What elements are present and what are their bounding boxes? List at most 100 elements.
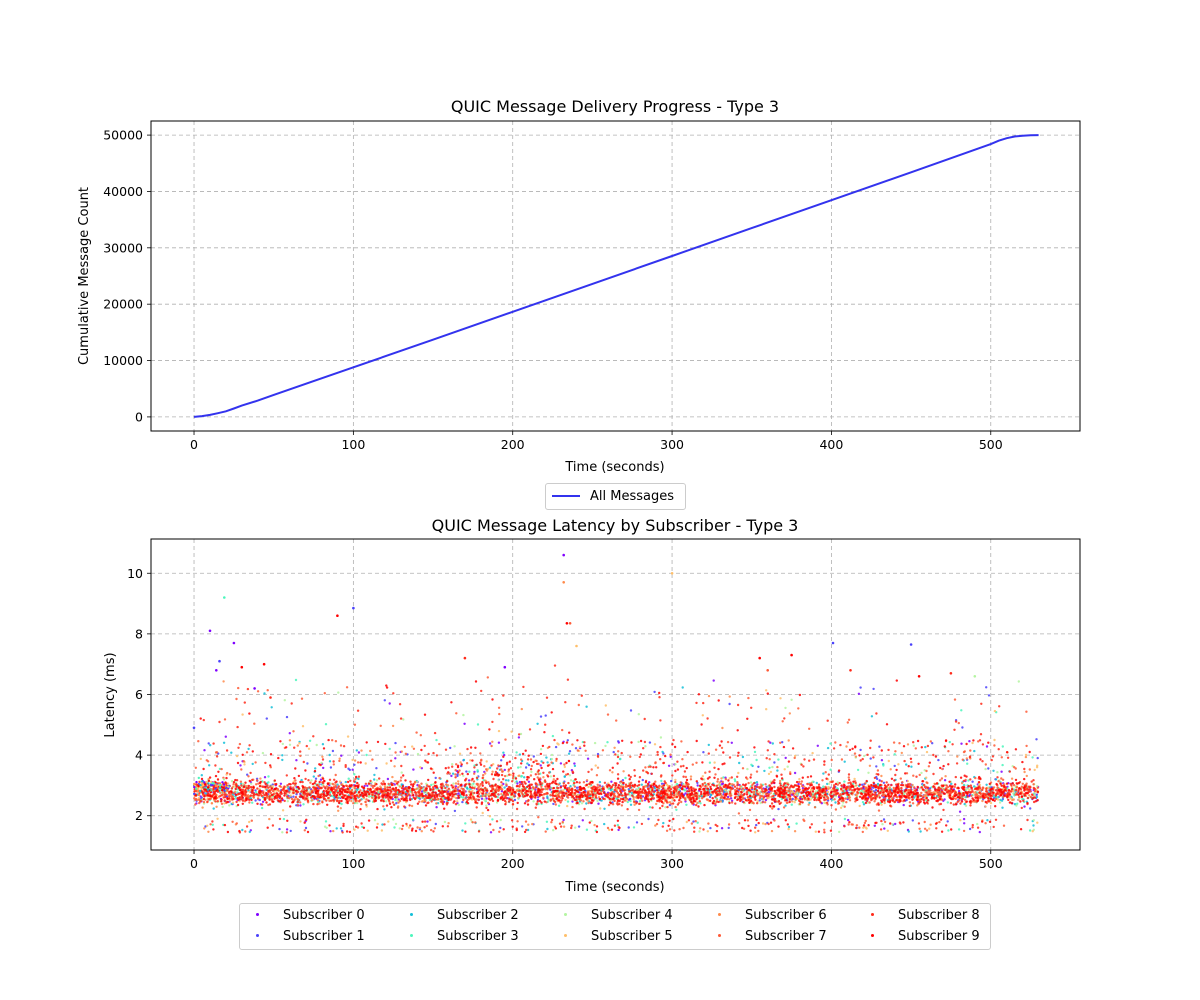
data-point: [836, 787, 839, 790]
data-point: [770, 802, 774, 805]
data-point: [1036, 786, 1040, 789]
data-point: [787, 739, 790, 742]
data-point: [520, 775, 523, 778]
data-point: [365, 803, 368, 806]
data-point: [249, 771, 252, 775]
data-point: [962, 750, 966, 754]
data-point: [808, 801, 811, 805]
data-point: [248, 801, 251, 804]
data-point: [212, 742, 215, 745]
data-point: [653, 743, 657, 746]
data-point: [481, 794, 484, 798]
data-point: [364, 762, 367, 765]
data-point: [943, 779, 947, 782]
data-point: [305, 744, 308, 748]
data-point: [597, 802, 600, 805]
data-point: [984, 822, 987, 825]
data-point: [834, 741, 837, 744]
data-point: [1033, 790, 1037, 793]
data-point: [861, 757, 864, 761]
data-point: [265, 796, 268, 799]
data-point: [883, 827, 886, 830]
data-point: [505, 783, 508, 786]
data-point: [878, 779, 881, 782]
data-point: [434, 776, 437, 780]
data-point: [701, 775, 704, 778]
data-point: [582, 800, 585, 803]
data-point: [758, 797, 762, 800]
data-point: [453, 745, 456, 748]
data-point: [981, 786, 985, 789]
data-point: [231, 820, 234, 823]
data-point: [355, 749, 358, 752]
data-point: [721, 780, 724, 783]
data-point: [999, 798, 1002, 802]
data-point: [539, 764, 542, 767]
data-point: [285, 715, 289, 719]
data-point: [991, 755, 995, 758]
data-point: [698, 797, 701, 800]
data-point: [518, 753, 522, 756]
data-point: [278, 827, 281, 831]
data-point: [747, 696, 750, 700]
data-point: [456, 800, 459, 803]
data-point: [336, 799, 339, 803]
data-point: [469, 818, 473, 821]
data-point: [730, 741, 733, 744]
data-point: [298, 742, 301, 745]
data-point: [550, 757, 554, 761]
data-point: [1001, 763, 1004, 767]
data-point: [336, 805, 340, 808]
data-point: [962, 829, 966, 833]
data-point: [749, 781, 753, 784]
data-point: [1000, 777, 1003, 780]
data-point: [411, 745, 414, 748]
data-point: [648, 741, 652, 744]
data-point: [514, 756, 517, 760]
data-point: [250, 782, 253, 785]
data-point: [1028, 829, 1032, 832]
data-point: [960, 782, 964, 785]
data-point: [572, 780, 575, 783]
data-point: [480, 689, 483, 693]
data-point: [400, 771, 403, 774]
data-point: [582, 781, 586, 784]
data-point: [259, 777, 262, 780]
data-point: [693, 826, 696, 829]
data-point: [730, 801, 734, 804]
data-point: [226, 771, 229, 775]
data-point: [981, 788, 984, 791]
data-point: [793, 754, 797, 758]
data-point: [435, 738, 438, 742]
data-point: [573, 762, 576, 765]
data-point: [325, 826, 328, 829]
data-point: [829, 768, 832, 771]
data-point: [420, 830, 423, 833]
data-point: [695, 761, 698, 764]
data-point: [364, 800, 367, 804]
data-point: [599, 807, 602, 810]
data-point: [911, 819, 914, 822]
data-point: [487, 801, 490, 805]
data-point: [807, 803, 810, 806]
data-point: [920, 771, 923, 775]
data-point: [843, 760, 846, 763]
data-point: [787, 789, 791, 793]
data-point: [900, 751, 903, 755]
data-point: [511, 780, 514, 783]
data-point: [1025, 744, 1028, 748]
data-point: [507, 779, 510, 782]
data-point: [412, 747, 416, 750]
data-point: [641, 778, 644, 782]
data-point: [685, 820, 688, 824]
data-point: [568, 786, 571, 790]
data-point: [611, 771, 614, 774]
data-point: [729, 797, 733, 800]
data-point: [214, 764, 217, 767]
data-point: [834, 808, 838, 811]
data-point: [911, 802, 915, 805]
data-point: [412, 768, 415, 771]
data-point: [450, 774, 453, 778]
data-point: [548, 745, 551, 749]
data-point: [321, 758, 325, 761]
